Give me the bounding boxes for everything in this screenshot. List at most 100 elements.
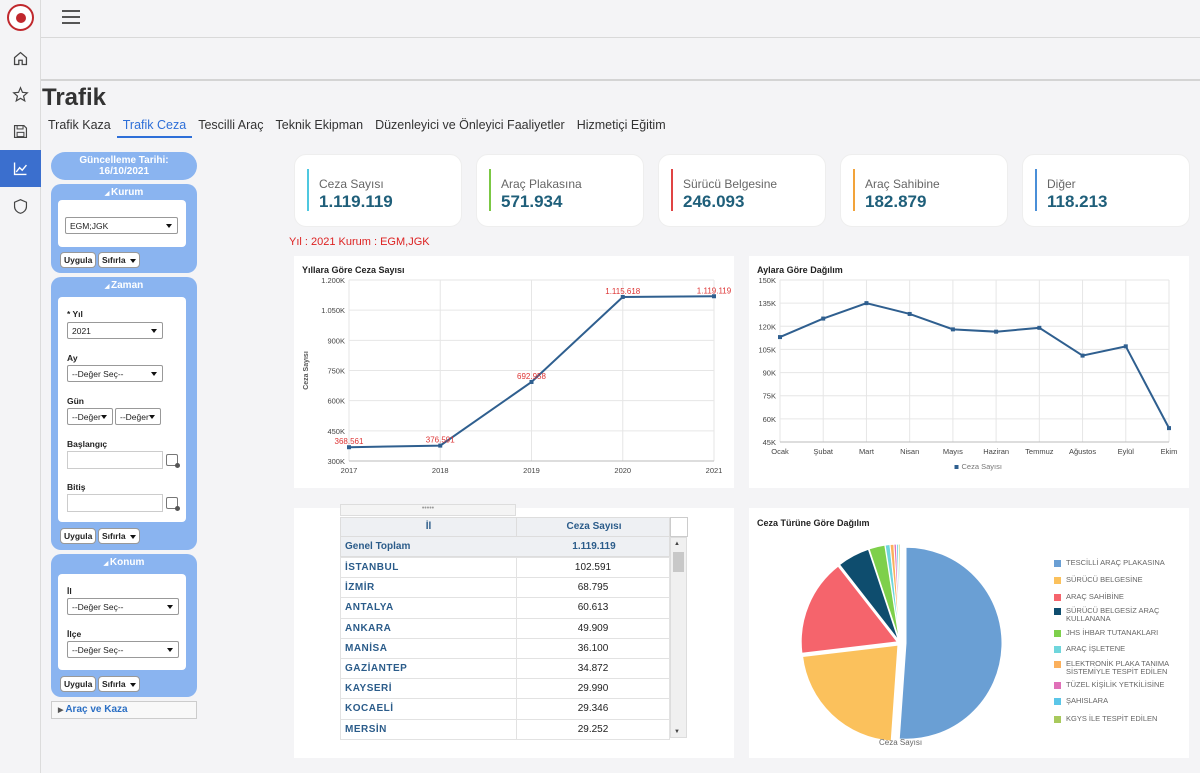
stat-label: Araç Plakasına (501, 177, 582, 191)
kurum-select[interactable]: EGM;JGK (65, 217, 178, 234)
province-cell: ANTALYA (340, 597, 517, 619)
legend-label: ARAÇ İŞLETENE (1066, 644, 1126, 653)
x-tick-label: Haziran (983, 447, 1009, 456)
data-point (821, 316, 826, 321)
legend-label: ARAÇ SAHİBİNE (1066, 592, 1124, 601)
legend-item[interactable]: ARAÇ İŞLETENE (1054, 645, 1181, 653)
arac-kaza-accordion[interactable]: ▶ Araç ve Kaza (51, 701, 197, 719)
gun-select-end[interactable]: --Değer (115, 408, 161, 425)
kurum-reset-button[interactable]: Sıfırla (98, 252, 140, 268)
legend-item[interactable]: ELEKTRONİK PLAKA TANIMA SİSTEMİYLE TESPİ… (1054, 660, 1181, 676)
yearly-line-chart: 300K 450K 600K 750K 900K 1.050K 1.200K 2017 2018… (303, 276, 732, 475)
calendar-icon[interactable] (166, 497, 180, 511)
legend-label: JHS İHBAR TUTANAKLARI (1066, 628, 1159, 637)
calendar-icon[interactable] (166, 454, 180, 468)
tab-teknik-ekipman[interactable]: Teknik Ekipman (275, 118, 364, 132)
table-row[interactable]: MERSİN 29.252 (340, 718, 670, 740)
col-header-il[interactable]: İl (341, 518, 517, 536)
home-icon[interactable] (0, 40, 41, 76)
il-select[interactable]: --Değer Seç-- (67, 598, 179, 615)
bitis-label: Bitiş (67, 482, 86, 492)
pie-slice (838, 548, 900, 641)
scroll-thumb[interactable] (673, 552, 684, 572)
konum-apply-button[interactable]: Uygula (60, 676, 97, 692)
chart-title: Ceza Türüne Göre Dağılım (757, 518, 870, 528)
legend-item[interactable]: KGYS İLE TESPİT EDİLEN (1054, 715, 1181, 723)
kurum-apply-button[interactable]: Uygula (60, 252, 97, 268)
stat-value: 246.093 (683, 192, 745, 211)
province-cell: KAYSERİ (340, 678, 517, 700)
table-scrollbar[interactable]: ▲ ▼ (670, 537, 687, 738)
x-tick-label: Eylül (1118, 447, 1135, 456)
count-cell: 102.591 (516, 556, 670, 579)
il-label: İl (67, 586, 72, 596)
bitis-input[interactable] (67, 494, 163, 512)
scroll-down-icon[interactable]: ▼ (674, 729, 680, 735)
table-row[interactable]: GAZİANTEP 34.872 (340, 657, 670, 680)
series-line (779, 302, 1170, 429)
data-label: 692.958 (517, 372, 546, 381)
table-row[interactable]: KOCAELİ 29.346 (340, 698, 670, 720)
tab-trafik-ceza[interactable]: Trafik Ceza (116, 117, 193, 138)
update-date: 16/10/2021 (98, 166, 150, 177)
table-row[interactable]: KAYSERİ 29.990 (340, 678, 670, 700)
drag-handle[interactable]: ••••• (340, 504, 516, 516)
y-tick-label: 105K (758, 345, 776, 354)
y-tick-label: 900K (327, 336, 345, 345)
stat-card-arac-plakasina: Araç Plakasına 571.934 (476, 154, 644, 227)
table-row[interactable]: MANİSA 36.100 (340, 637, 670, 659)
tab-tescilli-arac[interactable]: Tescilli Araç (198, 118, 264, 132)
data-point (994, 329, 999, 334)
legend-item[interactable]: SÜRÜCÜ BELGESİNE (1054, 576, 1181, 584)
y-tick-label: 750K (327, 367, 345, 376)
kurum-filter: ◢ Kurum EGM;JGK Uygula Sıfırla (51, 184, 197, 273)
yil-select[interactable]: 2021 (67, 322, 163, 339)
legend-item[interactable]: TÜZEL KİŞİLİK YETKİLİSİNE (1054, 681, 1181, 689)
ay-label: Ay (67, 353, 78, 363)
update-label: Güncelleme Tarihi: (79, 155, 169, 166)
tab-hizmetici-egitim[interactable]: Hizmetiçi Eğitim (576, 118, 666, 132)
table-row[interactable]: ANKARA 49.909 (340, 617, 670, 639)
star-icon[interactable] (0, 76, 41, 112)
save-icon[interactable] (0, 113, 41, 149)
shield-icon[interactable] (0, 188, 41, 224)
y-tick-label: 75K (763, 392, 776, 401)
legend-item[interactable]: TESCİLLİ ARAÇ PLAKASINA (1054, 559, 1181, 567)
konum-reset-button[interactable]: Sıfırla (98, 676, 140, 692)
data-point (347, 445, 351, 450)
data-point (1080, 353, 1085, 358)
legend-item[interactable]: JHS İHBAR TUTANAKLARI (1054, 629, 1181, 637)
x-tick-label: Temmuz (1025, 447, 1054, 456)
chart-icon[interactable] (0, 150, 41, 187)
x-tick-label: Mayıs (943, 447, 963, 456)
ay-select[interactable]: --Değer Seç-- (67, 365, 163, 382)
hamburger-menu-icon[interactable] (62, 10, 80, 24)
tab-trafik-kaza[interactable]: Trafik Kaza (48, 118, 111, 132)
data-point (907, 311, 912, 316)
total-value: 1.119.119 (572, 541, 616, 552)
province-table: İSTANBUL 102.591 İZMİR 68.795 ANTALYA 60.613 A… (340, 556, 670, 740)
konum-title: Konum (109, 557, 145, 568)
table-row[interactable]: İZMİR 68.795 (340, 577, 670, 599)
table-row[interactable]: ANTALYA 60.613 (340, 597, 670, 619)
ilce-select[interactable]: --Değer Seç-- (67, 641, 179, 658)
zaman-reset-button[interactable]: Sıfırla (98, 528, 140, 544)
zaman-apply-button[interactable]: Uygula (60, 528, 97, 544)
tab-duzenleyici[interactable]: Düzenleyici ve Önleyici Faaliyetler (375, 118, 565, 132)
baslangic-input[interactable] (67, 451, 163, 469)
data-point (620, 294, 625, 299)
col-header-ceza[interactable]: Ceza Sayısı (566, 521, 622, 532)
data-point (950, 327, 955, 332)
gun-select-start[interactable]: --Değer (67, 408, 113, 425)
legend-item[interactable]: ARAÇ SAHİBİNE (1054, 593, 1181, 601)
province-cell: ANKARA (340, 617, 517, 639)
gun-label: Gün (67, 396, 84, 406)
legend-swatch (1054, 661, 1061, 668)
table-row[interactable]: İSTANBUL 102.591 (340, 556, 670, 579)
legend-item[interactable]: SÜRÜCÜ BELGESİZ ARAÇ KULLANANA (1054, 607, 1181, 623)
total-row: Genel Toplam 1.119.119 (340, 537, 670, 557)
legend-item[interactable]: ŞAHISLARA (1054, 697, 1181, 705)
legend-label: TESCİLLİ ARAÇ PLAKASINA (1066, 558, 1165, 567)
scroll-up-icon[interactable]: ▲ (674, 541, 680, 547)
y-tick-label: 120K (758, 322, 776, 331)
